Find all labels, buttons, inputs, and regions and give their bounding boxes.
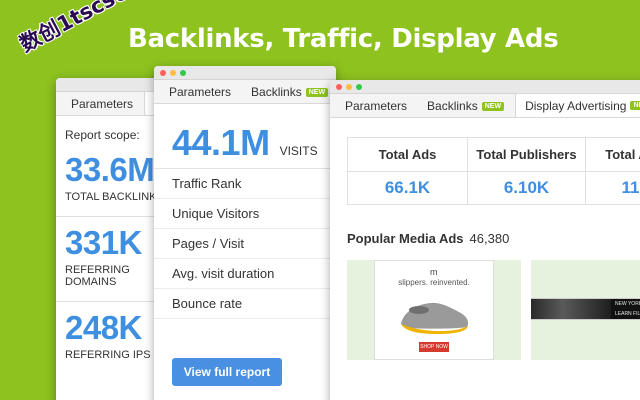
close-dot-icon[interactable] [336, 83, 342, 90]
ad-tagline: slippers. reinvented. [398, 278, 470, 287]
maximize-dot-icon[interactable] [356, 83, 362, 90]
minimize-dot-icon[interactable] [170, 69, 176, 76]
display-ads-window: Parameters Backlinks NEW Display Adverti… [330, 80, 640, 400]
ad-cta-button: SHOP NOW [419, 342, 449, 352]
tab-bar: Parameters Backlinks NEW Display Adverti… [330, 93, 640, 118]
visits-label: VISITS [279, 144, 318, 158]
table-cell: 11 [621, 178, 640, 197]
stat-referring-ips: 248K REFERRING IPS [56, 309, 176, 362]
metric-pages-per-visit: Pages / Visit [154, 229, 336, 259]
column-header: Total Publishers [468, 138, 585, 172]
stat-value: 33.6M [65, 151, 155, 188]
close-dot-icon[interactable] [160, 69, 166, 76]
headline: Backlinks, Traffic, Display Ads [128, 24, 559, 54]
visits-summary: 44.1M VISITS [154, 104, 336, 166]
maximize-dot-icon[interactable] [180, 69, 186, 76]
media-ad-thumbnail[interactable]: m slippers. reinvented. SHOP NOW [347, 260, 521, 360]
ad-creative: NEW YORK FILM ACADEMY LEARN FILMMAKING [531, 298, 640, 320]
table-column: Total Publishers 6.10K [468, 138, 586, 204]
stat-total-backlinks: 33.6M TOTAL BACKLINKS [56, 152, 176, 217]
table-cell: 66.1K [384, 178, 431, 197]
new-badge: NEW [305, 87, 329, 97]
column-header: Total Ad [586, 138, 640, 172]
stat-label: REFERRING DOMAINS [65, 264, 130, 288]
minimize-dot-icon[interactable] [346, 83, 352, 90]
tab-label: Backlinks [251, 85, 302, 99]
metric-unique-visitors: Unique Visitors [154, 199, 336, 229]
popular-count: 46,380 [469, 231, 510, 246]
table-column: Total Ads 66.1K [348, 138, 468, 204]
brand-logo-icon: m [430, 267, 438, 277]
visits-value: 44.1M [172, 122, 270, 163]
media-ad-thumbnail[interactable]: NEW YORK FILM ACADEMY LEARN FILMMAKING [531, 260, 640, 360]
ad-photo [531, 299, 611, 319]
metric-bounce-rate: Bounce rate [154, 289, 336, 319]
window-titlebar [330, 80, 640, 94]
stat-label: REFERRING IPS [65, 349, 151, 361]
tab-display-advertising[interactable]: Display Advertising NEW [515, 93, 640, 117]
ad-text: NEW YORK FILM ACADEMY LEARN FILMMAKING [611, 299, 640, 319]
column-header: Total Ads [348, 138, 467, 172]
table-column: Total Ad 11 [586, 138, 640, 204]
popular-label: Popular Media Ads [347, 231, 464, 246]
table-cell: 6.10K [503, 178, 550, 197]
window-titlebar [56, 78, 176, 92]
ad-text-line: LEARN FILMMAKING [615, 311, 640, 317]
metric-avg-visit-duration: Avg. visit duration [154, 259, 336, 289]
tab-label: Display Advertising [525, 98, 627, 113]
popular-media-ads-heading: Popular Media Ads 46,380 [347, 231, 509, 246]
tab-backlinks[interactable]: Backlinks NEW [242, 81, 336, 103]
tab-backlinks[interactable]: Backlinks NEW [418, 95, 513, 117]
ad-creative: m slippers. reinvented. SHOP NOW [374, 260, 494, 360]
stat-value: 248K [65, 309, 142, 346]
tab-bar: Parameters Backlinks NEW [154, 80, 336, 104]
traffic-window: Parameters Backlinks NEW 44.1M VISITS Tr… [154, 66, 336, 400]
ad-text-line: NEW YORK FILM ACADEMY [615, 301, 640, 307]
divider [56, 301, 176, 302]
ads-summary-table: Total Ads 66.1K Total Publishers 6.10K T… [347, 137, 640, 205]
divider [56, 216, 176, 217]
stat-label: TOTAL BACKLINKS [65, 191, 164, 203]
stat-referring-domains: 331K REFERRING DOMAINS [56, 225, 176, 302]
report-scope-label: Report scope: [65, 128, 140, 142]
traffic-metrics-list: Traffic Rank Unique Visitors Pages / Vis… [154, 168, 336, 319]
tab-parameters[interactable]: Parameters [71, 97, 134, 111]
tab-parameters[interactable]: Parameters [169, 85, 232, 99]
view-full-report-button[interactable]: View full report [172, 358, 282, 386]
new-badge: NEW [630, 101, 640, 110]
tab-label: Backlinks [427, 99, 478, 113]
slipper-image [401, 302, 469, 334]
tab-parameters[interactable]: Parameters [345, 99, 408, 113]
window-titlebar [154, 66, 336, 80]
new-badge: NEW [481, 101, 505, 111]
stat-value: 331K [65, 224, 142, 261]
metric-traffic-rank: Traffic Rank [154, 169, 336, 199]
